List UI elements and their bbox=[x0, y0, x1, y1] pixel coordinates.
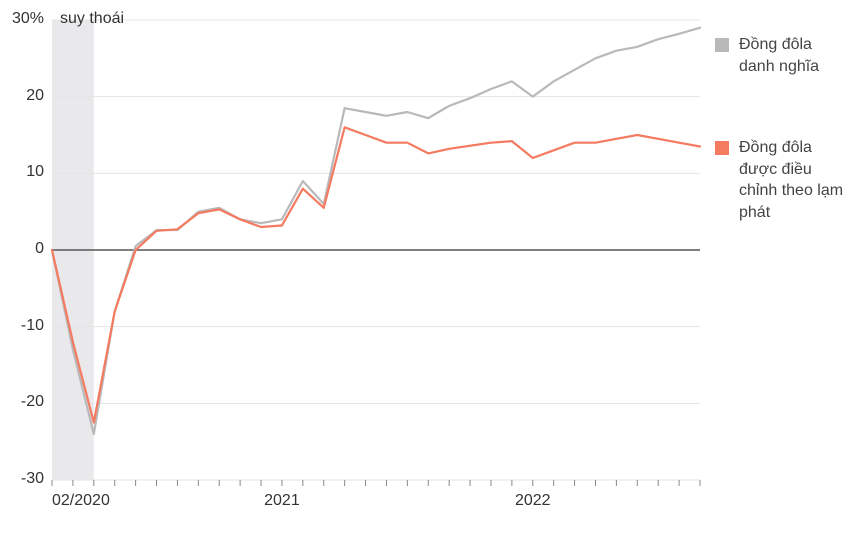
legend-label-nominal: Đồng đôla danh nghĩa bbox=[739, 34, 850, 77]
legend-item-nominal: Đồng đôla danh nghĩa bbox=[715, 34, 850, 77]
y-tick-label: 30% bbox=[12, 10, 44, 28]
x-tick-label: 02/2020 bbox=[52, 492, 110, 510]
legend-swatch-nominal bbox=[715, 38, 729, 52]
x-tick-label: 2021 bbox=[264, 492, 300, 510]
y-tick-label: 20 bbox=[26, 87, 44, 105]
y-tick-label: 10 bbox=[26, 163, 44, 181]
legend-item-real: Đồng đôla được điều chỉnh theo lạm phát bbox=[715, 137, 850, 223]
y-tick-label: -30 bbox=[21, 470, 44, 488]
y-tick-label: -20 bbox=[21, 393, 44, 411]
legend-label-real: Đồng đôla được điều chỉnh theo lạm phát bbox=[739, 137, 850, 223]
line-chart: Đồng đôla danh nghĩa Đồng đôla được điều… bbox=[0, 0, 860, 539]
y-tick-label: 0 bbox=[35, 240, 44, 258]
y-tick-label: -10 bbox=[21, 317, 44, 335]
legend-swatch-real bbox=[715, 141, 729, 155]
x-tick-label: 2022 bbox=[515, 492, 551, 510]
legend: Đồng đôla danh nghĩa Đồng đôla được điều… bbox=[715, 34, 850, 284]
recession-label: suy thoái bbox=[60, 10, 124, 28]
